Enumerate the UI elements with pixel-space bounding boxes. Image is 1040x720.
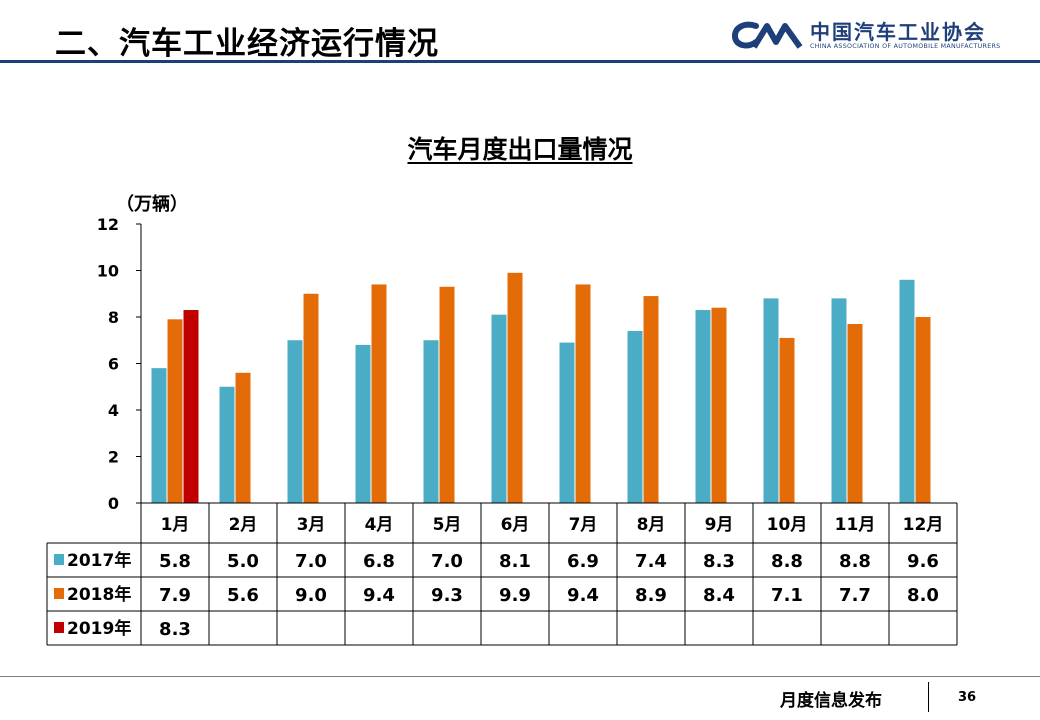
- bar-2018年-9月: [711, 307, 727, 503]
- category-label: 8月: [637, 515, 666, 535]
- data-label: 8.8: [839, 551, 871, 572]
- data-label: 7.9: [159, 585, 191, 606]
- data-label: 8.8: [771, 551, 803, 572]
- bar-2018年-1月: [167, 319, 183, 503]
- y-tick-label: 0: [108, 494, 119, 513]
- bar-2018年-12月: [915, 317, 931, 503]
- bar-2017年-12月: [899, 279, 915, 503]
- bar-2019年-1月: [183, 310, 199, 503]
- data-label: 7.0: [431, 551, 463, 572]
- data-label: 9.4: [363, 585, 395, 606]
- data-label: 8.4: [703, 585, 735, 606]
- bar-2017年-7月: [559, 342, 575, 503]
- data-label: 9.0: [295, 585, 327, 606]
- y-tick-label: 8: [108, 308, 119, 327]
- category-label: 11月: [835, 515, 876, 535]
- data-label: 5.8: [159, 551, 191, 572]
- data-label: 9.3: [431, 585, 463, 606]
- page-title: 二、汽车工业经济运行情况: [55, 26, 439, 62]
- data-label: 8.1: [499, 551, 531, 572]
- bar-2017年-4月: [355, 344, 371, 503]
- data-label: 7.0: [295, 551, 327, 572]
- header-rule: [0, 60, 1040, 63]
- category-label: 3月: [297, 515, 326, 535]
- legend-swatch-2019年: [54, 622, 64, 633]
- bar-2018年-3月: [303, 293, 319, 503]
- page-number: 36: [958, 690, 977, 705]
- association-logo: 中国汽车工业协会 CHINA ASSOCIATION OF AUTOMOBILE…: [732, 16, 1002, 56]
- legend-label: 2019年: [67, 618, 131, 639]
- y-tick-label: 4: [108, 401, 119, 420]
- bar-2018年-7月: [575, 284, 591, 503]
- bar-2018年-10月: [779, 337, 795, 503]
- category-label: 6月: [501, 515, 530, 535]
- category-label: 2月: [229, 515, 258, 535]
- y-tick-label: 6: [108, 355, 119, 374]
- logo-chinese-name: 中国汽车工业协会: [810, 20, 986, 44]
- category-label: 5月: [433, 515, 462, 535]
- category-label: 9月: [705, 515, 734, 535]
- data-label: 8.3: [703, 551, 735, 572]
- category-label: 7月: [569, 515, 598, 535]
- data-label: 9.9: [499, 585, 531, 606]
- cam-logo-icon: [732, 21, 803, 49]
- category-label: 12月: [903, 515, 944, 535]
- data-label: 9.6: [907, 551, 939, 572]
- footer-rule: [0, 676, 1040, 677]
- bar-2017年-9月: [695, 310, 711, 503]
- bar-2018年-2月: [235, 372, 251, 503]
- data-label: 8.0: [907, 585, 939, 606]
- bar-2017年-6月: [491, 314, 507, 503]
- y-axis-unit: （万辆）: [116, 194, 188, 215]
- bar-2017年-11月: [831, 298, 847, 503]
- legend-label: 2017年: [67, 550, 131, 571]
- data-label: 7.7: [839, 585, 871, 606]
- y-tick-label: 10: [97, 262, 119, 281]
- data-label: 6.9: [567, 551, 599, 572]
- logo-english-name: CHINA ASSOCIATION OF AUTOMOBILE MANUFACT…: [810, 43, 1001, 50]
- chart-title: 汽车月度出口量情况: [407, 135, 633, 164]
- y-tick-label: 12: [97, 215, 119, 234]
- data-label: 5.6: [227, 585, 259, 606]
- legend-label: 2018年: [67, 584, 131, 605]
- y-tick-label: 2: [108, 448, 119, 467]
- bar-2017年-2月: [219, 386, 235, 503]
- footer-divider: [928, 682, 929, 712]
- bar-2018年-8月: [643, 296, 659, 503]
- bar-2017年-5月: [423, 340, 439, 503]
- data-label: 8.9: [635, 585, 667, 606]
- data-label: 9.4: [567, 585, 599, 606]
- bar-2018年-11月: [847, 323, 863, 503]
- bar-2018年-6月: [507, 272, 523, 503]
- data-label: 7.4: [635, 551, 667, 572]
- category-label: 1月: [161, 515, 190, 535]
- legend-swatch-2017年: [54, 554, 64, 565]
- bar-2017年-10月: [763, 298, 779, 503]
- footer-label: 月度信息发布: [780, 691, 882, 711]
- bar-2017年-1月: [151, 368, 167, 503]
- category-label: 4月: [365, 515, 394, 535]
- data-label: 5.0: [227, 551, 259, 572]
- bar-2017年-3月: [287, 340, 303, 503]
- bar-2018年-5月: [439, 286, 455, 503]
- data-label: 6.8: [363, 551, 395, 572]
- legend-swatch-2018年: [54, 588, 64, 599]
- data-label: 8.3: [159, 619, 191, 640]
- bar-2018年-4月: [371, 284, 387, 503]
- data-label: 7.1: [771, 585, 803, 606]
- category-label: 10月: [767, 515, 808, 535]
- bar-2017年-8月: [627, 330, 643, 503]
